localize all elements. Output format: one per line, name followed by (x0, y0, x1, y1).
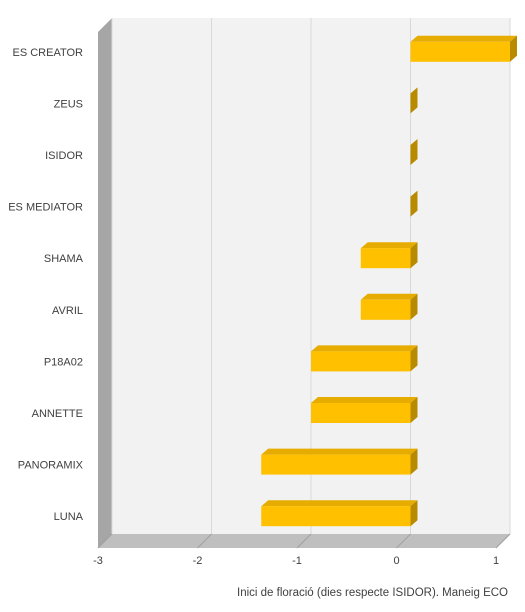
bar (311, 345, 418, 372)
bar-side (510, 35, 517, 62)
bar-front (311, 403, 411, 423)
bar-front (311, 351, 411, 372)
bar-side (410, 87, 418, 114)
bar-front (360, 299, 411, 320)
category-label: ANNETTE (32, 408, 83, 420)
bar (410, 139, 418, 165)
bar-top (261, 500, 418, 507)
bar (360, 242, 418, 269)
floor-gridline (296, 533, 312, 549)
category-label: PANORAMIX (18, 460, 84, 472)
category-label: LUNA (54, 511, 84, 523)
bar-top (410, 35, 517, 42)
category-labels: ES CREATOR ZEUS ISIDOR ES MEDIATOR SHAMA AVRI… (8, 47, 83, 523)
bar-front (410, 41, 510, 62)
x-tick-label: -3 (93, 555, 103, 567)
bar-side (410, 448, 418, 475)
x-tick-label: 0 (393, 555, 399, 567)
bar-side (410, 293, 418, 320)
category-label: AVRIL (52, 305, 83, 317)
bar (410, 190, 418, 217)
bar-side (410, 500, 418, 527)
category-label: ES CREATOR (13, 47, 84, 59)
bar-side (410, 139, 418, 165)
x-tick-labels: -3 -2 -1 0 1 (93, 555, 499, 567)
category-label: ES MEDIATOR (8, 202, 83, 214)
bar-top (311, 345, 418, 352)
bars (261, 35, 517, 527)
bar-top (360, 293, 418, 300)
side-wall (98, 18, 112, 548)
bar (360, 293, 418, 320)
bar (261, 500, 418, 527)
bar (311, 397, 418, 423)
bar-front (360, 248, 411, 269)
bar (261, 448, 418, 475)
category-label: P18A02 (44, 356, 83, 368)
floor-gridline (396, 533, 411, 549)
bar-top (311, 397, 418, 403)
x-axis-title: Inici de floració (dies respecte ISIDOR)… (237, 587, 508, 599)
bar-front (261, 454, 411, 475)
x-tick-label: -1 (292, 555, 302, 567)
x-tick-label: 1 (493, 555, 499, 567)
bar (410, 35, 517, 62)
category-label: ZEUS (54, 98, 83, 110)
bar-front (261, 506, 411, 527)
bar-side (410, 397, 418, 423)
category-label: ISIDOR (45, 150, 83, 162)
bar-top (360, 242, 418, 249)
bar-side (410, 345, 418, 372)
category-label: SHAMA (44, 253, 84, 265)
x-tick-label: -2 (193, 555, 203, 567)
bar-side (410, 190, 418, 217)
bar-side (410, 242, 418, 269)
bar-top (261, 448, 418, 455)
bar (410, 87, 418, 114)
floor-gridline (197, 533, 212, 549)
floor-gridline (97, 533, 113, 549)
floor-gridline (495, 533, 511, 549)
